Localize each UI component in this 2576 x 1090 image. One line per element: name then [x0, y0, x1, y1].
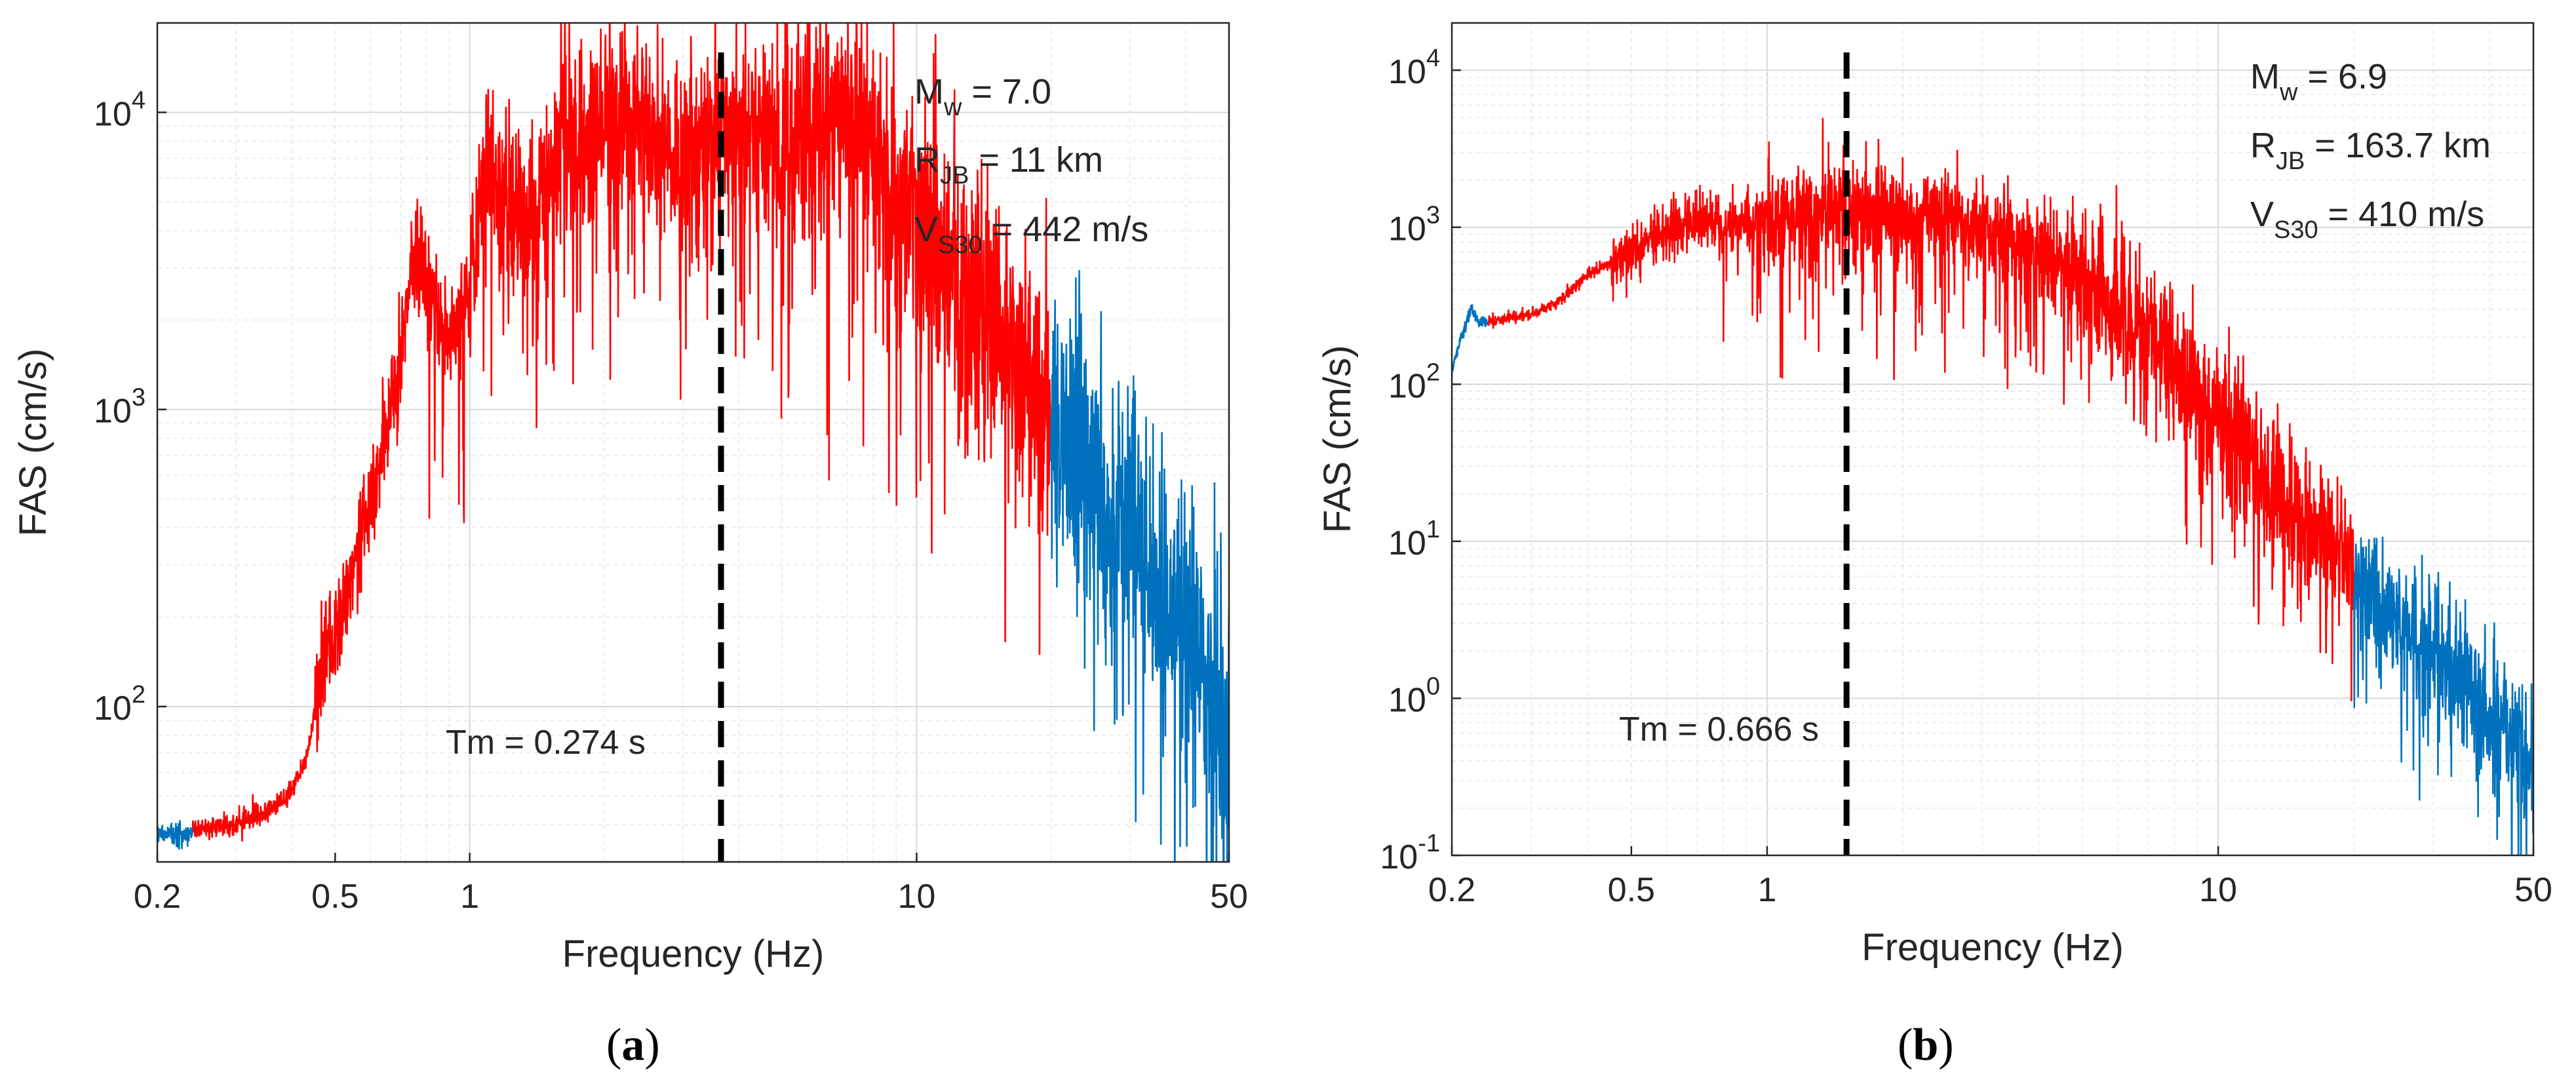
x-tick-label: 0.5	[311, 878, 359, 916]
y-tick-label: 100	[1388, 672, 1440, 719]
annotation-rjb: RJB = 163.7 km	[2250, 126, 2491, 175]
x-tick-label: 1	[1757, 871, 1776, 909]
y-tick-label: 103	[1388, 202, 1440, 248]
tm-label: Tm = 0.666 s	[1619, 710, 1819, 749]
y-tick-label: 10-1	[1380, 830, 1440, 876]
x-tick-label: 10	[897, 878, 935, 916]
caption-b-letter: b	[1913, 1020, 1939, 1070]
x-axis-title: Frequency (Hz)	[562, 933, 825, 975]
caption-a: (a)	[606, 1020, 660, 1070]
y-tick-label: 101	[1388, 516, 1440, 562]
series-outside-band-high	[1050, 270, 1229, 862]
y-tick-label: 103	[94, 384, 146, 431]
x-tick-label: 50	[2514, 871, 2552, 909]
annotation-vs30: VS30 = 442 m/s	[914, 210, 1148, 259]
series-outside-band-high	[2352, 536, 2533, 855]
x-tick-label: 0.2	[1428, 871, 1475, 909]
caption-b: (b)	[1898, 1020, 1954, 1070]
y-tick-label: 102	[1388, 359, 1440, 405]
series-usable-band	[192, 23, 1052, 842]
x-tick-label: 0.5	[1608, 871, 1655, 909]
chart-panel-b: Tm = 0.666 s 0.2 0.5 1 10 50 10-1 100 101 102 103 1…	[1316, 22, 2552, 969]
x-tick-label: 1	[460, 878, 479, 916]
chart-panel-a: Tm = 0.274 s 0.2 0.5 1 10 50 102 103 104 Frequenc…	[12, 22, 1248, 975]
annotation-mw: Mw = 7.0	[914, 72, 1051, 121]
x-tick-label: 0.2	[134, 878, 181, 916]
series-usable-band	[1487, 118, 2355, 701]
series-outside-band-low	[1452, 304, 1489, 378]
y-tick-label: 104	[94, 87, 146, 133]
annotation-rjb: RJB = 11 km	[914, 140, 1103, 189]
axes-box	[1451, 22, 2535, 857]
axes-box	[156, 22, 1230, 863]
y-axis-title: FAS (cm/s)	[12, 349, 54, 537]
spectrum-traces	[1452, 118, 2533, 855]
annotation-mw: Mw = 6.9	[2250, 57, 2387, 106]
annotation-vs30: VS30 = 410 m/s	[2250, 195, 2484, 244]
y-axis-title: FAS (cm/s)	[1316, 345, 1359, 534]
series-outside-band-low	[157, 820, 194, 850]
spectrum-traces	[157, 23, 1229, 862]
x-tick-label: 50	[1210, 878, 1248, 916]
x-axis-title: Frequency (Hz)	[1862, 926, 2124, 969]
y-tick-label: 102	[94, 681, 146, 728]
tm-label: Tm = 0.274 s	[446, 724, 646, 762]
x-tick-label: 10	[2199, 871, 2237, 909]
caption-a-letter: a	[621, 1020, 645, 1070]
y-tick-label: 104	[1388, 45, 1440, 91]
